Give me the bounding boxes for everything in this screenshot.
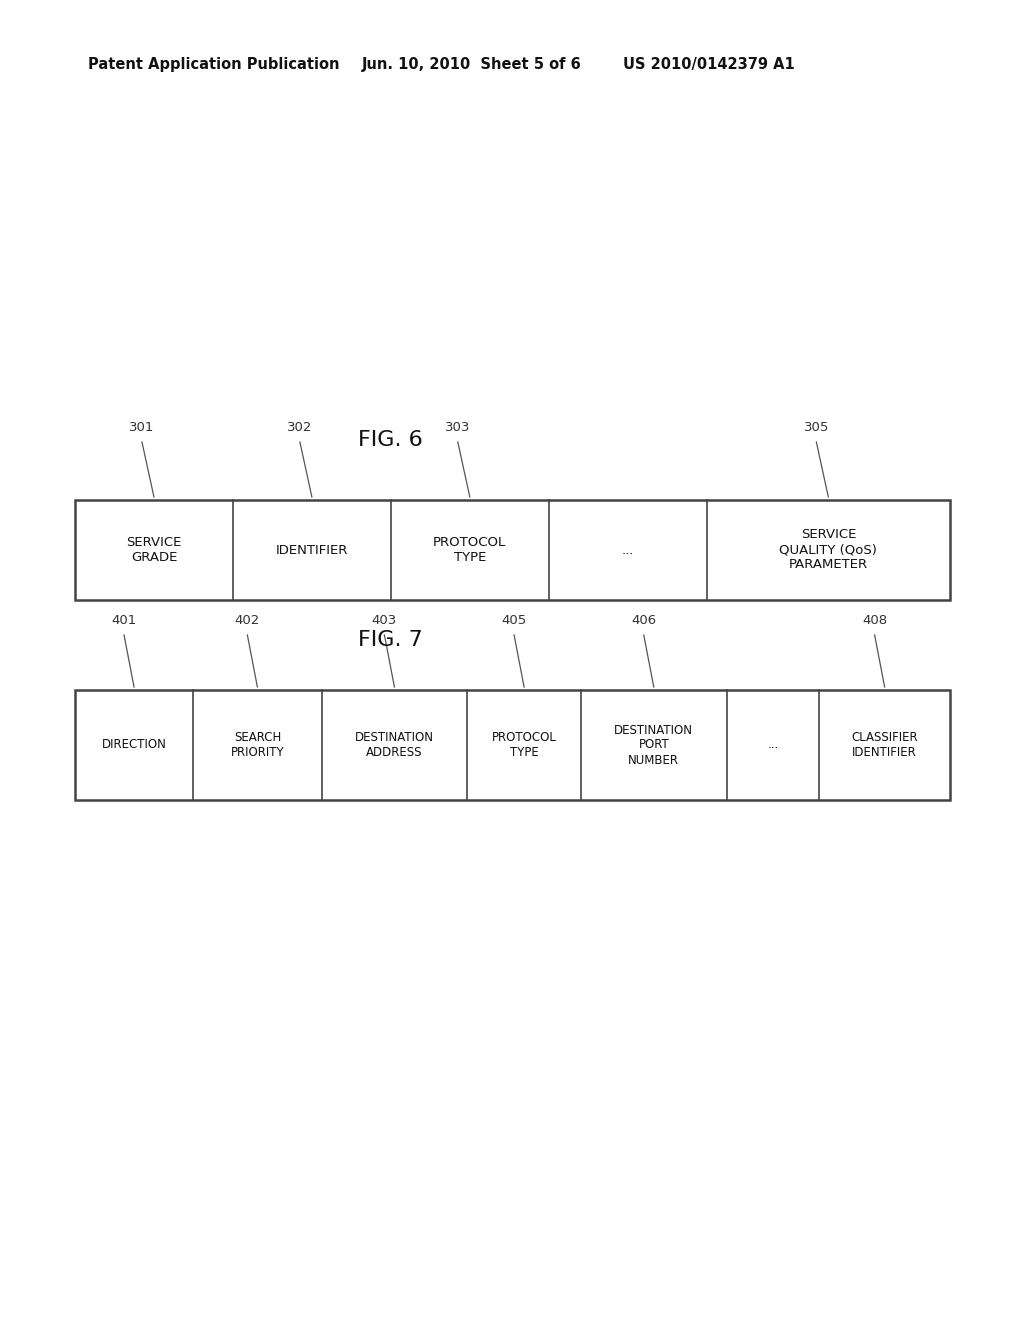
Text: 301: 301 bbox=[129, 421, 155, 434]
Text: ...: ... bbox=[622, 544, 634, 557]
Text: 401: 401 bbox=[112, 614, 136, 627]
Text: DESTINATION
ADDRESS: DESTINATION ADDRESS bbox=[355, 731, 434, 759]
Text: CLASSIFIER
IDENTIFIER: CLASSIFIER IDENTIFIER bbox=[851, 731, 918, 759]
Text: FIG. 7: FIG. 7 bbox=[357, 630, 422, 649]
Text: IDENTIFIER: IDENTIFIER bbox=[275, 544, 348, 557]
Text: DIRECTION: DIRECTION bbox=[101, 738, 167, 751]
Text: 305: 305 bbox=[804, 421, 829, 434]
Text: 403: 403 bbox=[372, 614, 397, 627]
Text: DESTINATION
PORT
NUMBER: DESTINATION PORT NUMBER bbox=[614, 723, 693, 767]
Text: Patent Application Publication: Patent Application Publication bbox=[88, 58, 340, 73]
Text: 405: 405 bbox=[502, 614, 526, 627]
Bar bbox=[75, 500, 950, 601]
Bar bbox=[75, 690, 950, 800]
Text: 302: 302 bbox=[287, 421, 312, 434]
Text: SERVICE
GRADE: SERVICE GRADE bbox=[126, 536, 181, 564]
Text: 406: 406 bbox=[631, 614, 656, 627]
Text: PROTOCOL
TYPE: PROTOCOL TYPE bbox=[433, 536, 507, 564]
Text: 303: 303 bbox=[445, 421, 470, 434]
Text: 408: 408 bbox=[862, 614, 887, 627]
Text: SEARCH
PRIORITY: SEARCH PRIORITY bbox=[230, 731, 285, 759]
Text: PROTOCOL
TYPE: PROTOCOL TYPE bbox=[492, 731, 556, 759]
Text: ...: ... bbox=[767, 738, 778, 751]
Text: Jun. 10, 2010  Sheet 5 of 6: Jun. 10, 2010 Sheet 5 of 6 bbox=[362, 58, 582, 73]
Text: SERVICE
QUALITY (QoS)
PARAMETER: SERVICE QUALITY (QoS) PARAMETER bbox=[779, 528, 878, 572]
Text: FIG. 6: FIG. 6 bbox=[357, 430, 422, 450]
Text: 402: 402 bbox=[234, 614, 260, 627]
Text: US 2010/0142379 A1: US 2010/0142379 A1 bbox=[623, 58, 795, 73]
